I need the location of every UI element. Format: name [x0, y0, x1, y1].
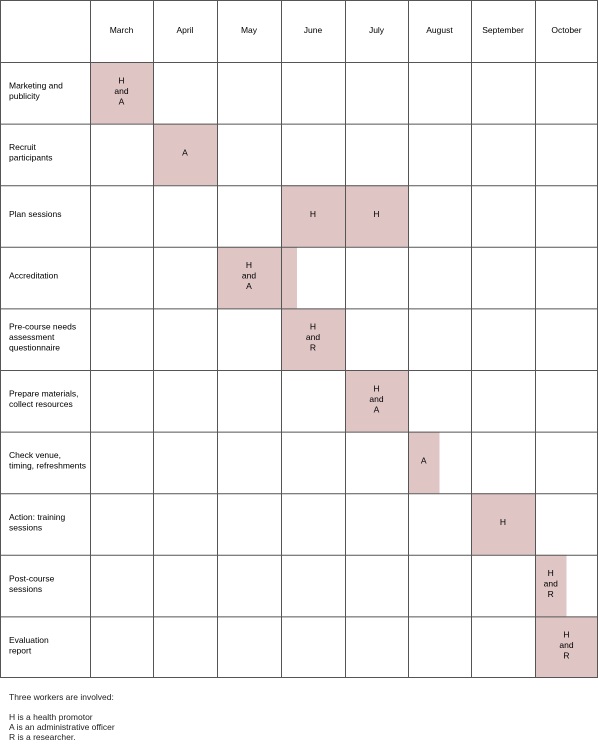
task-label: Check venue, timing, refreshments [9, 450, 86, 471]
activity-bar [153, 123, 217, 186]
month-header: October [551, 25, 581, 35]
activity-bar [471, 493, 535, 555]
activity-bar [535, 554, 567, 617]
legend: Three workers are involved: H is a healt… [9, 692, 115, 742]
legend-intro: Three workers are involved: [9, 692, 114, 702]
activity-label: H [310, 209, 316, 219]
activity-label: A [182, 147, 188, 157]
task-label: Recruit participants [9, 142, 52, 163]
legend-r: R is a researcher. [9, 732, 76, 742]
month-header: June [304, 25, 323, 35]
month-header: August [426, 25, 453, 35]
activity-bar [90, 62, 153, 124]
month-header: May [241, 25, 258, 35]
task-label: Evaluation report [9, 635, 49, 656]
month-header: March [110, 25, 134, 35]
activity-bar [408, 431, 440, 494]
gantt-chart: March April May June July August September Octo… [0, 0, 598, 678]
legend-h: H is a health promotor [9, 712, 93, 722]
task-label: Post-course sessions [9, 573, 55, 594]
task-label: Accreditation [9, 271, 58, 281]
activity-label: H [373, 209, 379, 219]
task-label: Prepare materials, collect resources [9, 389, 78, 410]
legend-a: A is an administrative officer [9, 722, 115, 732]
activity-bar [345, 185, 408, 247]
task-label: Action: training sessions [9, 512, 65, 533]
task-label: Plan sessions [9, 209, 61, 219]
month-header: September [482, 25, 524, 35]
activity-label: A [421, 455, 427, 465]
activity-bar [281, 185, 345, 247]
activity-bar [535, 616, 598, 678]
activity-bar [217, 246, 297, 309]
month-header: April [176, 25, 193, 35]
task-label: Pre-course needs assessment questionnaire [9, 322, 76, 353]
activity-bar [281, 308, 345, 370]
month-header: July [369, 25, 385, 35]
task-label: Marketing and publicity [9, 81, 63, 102]
activity-bar [345, 370, 408, 432]
activity-label: H [500, 517, 506, 527]
